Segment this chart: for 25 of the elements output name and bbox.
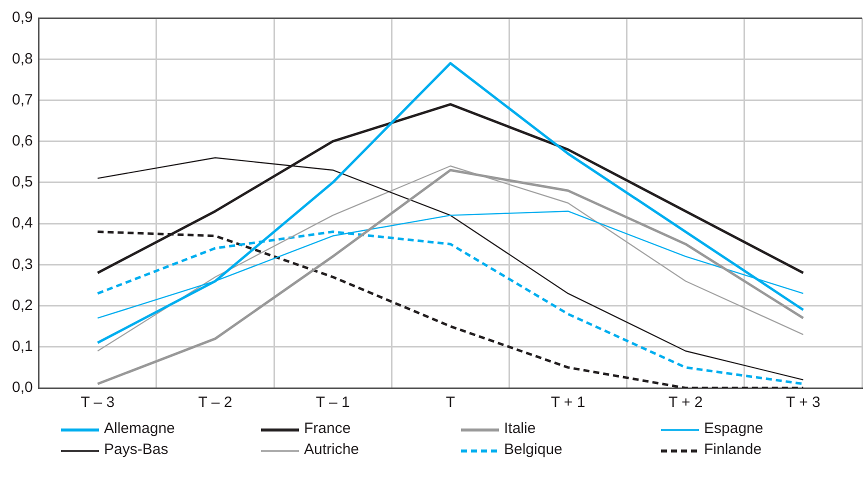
- y-tick-label: 0,9: [12, 9, 33, 26]
- y-tick-label: 0,6: [12, 132, 33, 150]
- y-tick-label: 0,0: [12, 379, 33, 396]
- legend-label: Allemagne: [104, 420, 175, 437]
- y-tick-label: 0,2: [12, 296, 33, 314]
- x-tick-label: T – 2: [198, 394, 232, 412]
- x-tick-label: T + 1: [550, 394, 586, 412]
- x-tick-label: T: [446, 394, 456, 412]
- y-tick-label: 0,8: [12, 50, 33, 68]
- legend-label: Italie: [504, 420, 536, 437]
- legend-label: Espagne: [704, 420, 764, 437]
- y-tick-label: 0,3: [12, 256, 33, 273]
- y-tick-label: 0,5: [12, 174, 33, 191]
- y-tick-label: 0,4: [12, 214, 33, 232]
- y-tick-label: 0,1: [12, 338, 33, 356]
- x-tick-label: T + 2: [668, 394, 703, 412]
- legend-label: Finlande: [704, 441, 762, 458]
- legend-label: Pays-Bas: [104, 441, 168, 458]
- x-tick-label: T + 3: [786, 394, 820, 412]
- legend-label: Belgique: [504, 441, 562, 458]
- x-tick-label: T – 1: [316, 394, 350, 412]
- legend-label: Autriche: [304, 441, 360, 458]
- legend-label: France: [304, 420, 351, 437]
- y-tick-label: 0,7: [12, 91, 33, 108]
- x-tick-label: T – 3: [80, 394, 115, 412]
